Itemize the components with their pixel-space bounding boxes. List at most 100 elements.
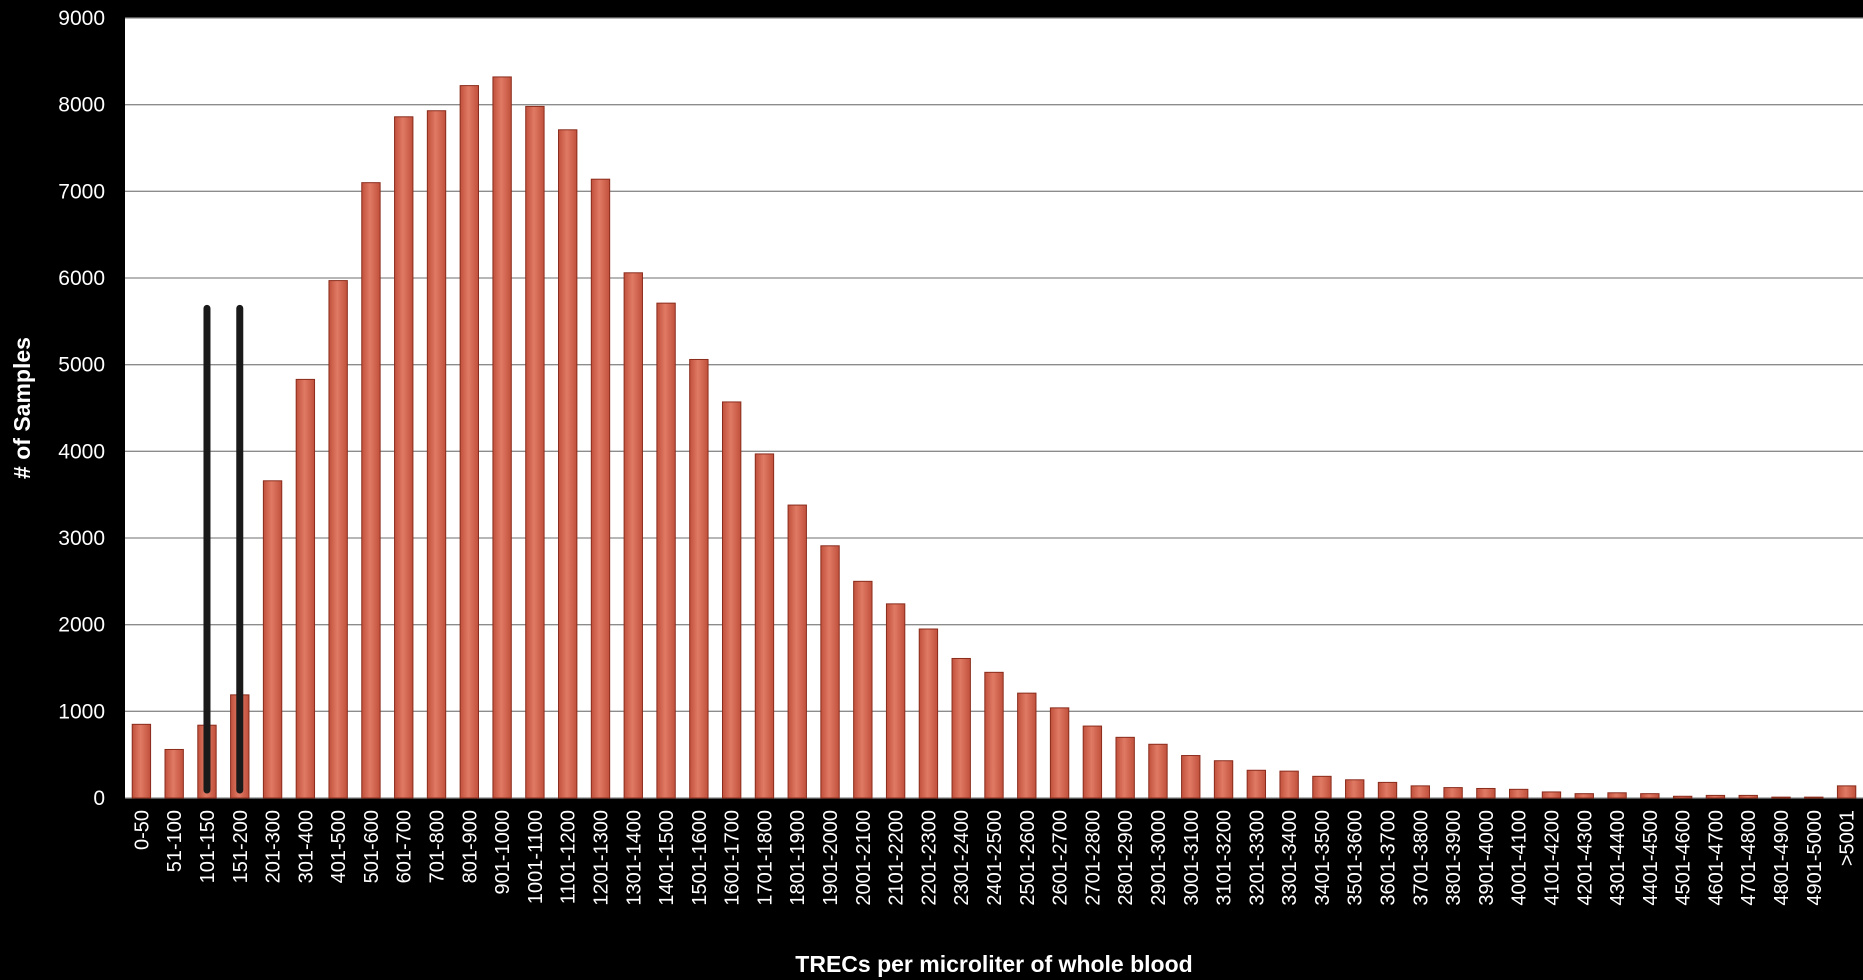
x-tick-label: 3801-3900 bbox=[1443, 810, 1465, 906]
bar bbox=[262, 480, 283, 799]
x-tick-label: 2901-3000 bbox=[1148, 810, 1170, 906]
y-tick-label: 4000 bbox=[58, 440, 105, 463]
x-tick-label: 1501-1600 bbox=[689, 810, 711, 906]
plot-area bbox=[125, 18, 1863, 798]
x-tick-label: 2601-2700 bbox=[1050, 810, 1072, 906]
bar bbox=[1345, 779, 1365, 799]
bar bbox=[656, 302, 676, 799]
bar bbox=[1082, 725, 1103, 799]
x-tick-label: 701-800 bbox=[427, 810, 449, 883]
bar bbox=[754, 453, 775, 799]
bar bbox=[1312, 775, 1332, 799]
x-tick-label: 901-1000 bbox=[492, 810, 514, 895]
bar bbox=[525, 105, 545, 799]
x-tick-label: 2301-2400 bbox=[951, 810, 973, 906]
bar bbox=[623, 272, 643, 799]
bar bbox=[1804, 796, 1824, 799]
bar bbox=[1705, 794, 1726, 799]
bar bbox=[721, 401, 742, 799]
x-tick-label: 3201-3300 bbox=[1246, 810, 1268, 906]
x-tick-label: 4301-4400 bbox=[1607, 810, 1629, 906]
y-axis-title: # of Samples bbox=[9, 337, 35, 479]
bar bbox=[1049, 707, 1070, 799]
bar bbox=[885, 603, 906, 799]
x-tick-label: 3601-3700 bbox=[1378, 810, 1400, 906]
bar bbox=[1377, 781, 1398, 799]
x-tick-label: 201-300 bbox=[263, 810, 285, 883]
bar bbox=[951, 657, 971, 799]
y-tick-label: 6000 bbox=[58, 267, 105, 290]
x-tick-label: 4101-4200 bbox=[1541, 810, 1563, 906]
x-tick-label: 4801-4900 bbox=[1771, 810, 1793, 906]
y-tick-label: 9000 bbox=[58, 7, 105, 30]
bar bbox=[1672, 795, 1693, 799]
bar bbox=[1607, 792, 1627, 799]
threshold-markers bbox=[203, 304, 244, 794]
bar bbox=[1213, 760, 1234, 799]
x-tick-label: 301-400 bbox=[295, 810, 317, 883]
x-tick-label: 1101-1200 bbox=[558, 810, 580, 904]
x-tick-label: 2701-2800 bbox=[1082, 810, 1104, 906]
x-tick-label: 1801-1900 bbox=[787, 810, 809, 906]
bar bbox=[853, 580, 873, 799]
bar bbox=[689, 358, 709, 799]
y-tick-label: 7000 bbox=[58, 180, 105, 203]
y-tick-labels: 0 1000 2000 3000 4000 5000 6000 7000 8000 9000 bbox=[58, 7, 105, 810]
x-tick-label: 2501-2600 bbox=[1017, 810, 1039, 906]
x-tick-label: 801-900 bbox=[459, 810, 481, 883]
bar bbox=[1541, 791, 1562, 799]
x-tick-label: 4701-4800 bbox=[1738, 810, 1760, 906]
x-tick-label: 3001-3100 bbox=[1181, 810, 1203, 906]
bar bbox=[1410, 785, 1430, 799]
x-tick-label: 1001-1100 bbox=[525, 810, 547, 904]
bar bbox=[820, 545, 840, 799]
x-tick-label: 4501-4600 bbox=[1673, 810, 1695, 906]
bar bbox=[426, 110, 447, 799]
x-tick-label: 2801-2900 bbox=[1115, 810, 1137, 906]
x-tick-label: 3901-4000 bbox=[1476, 810, 1498, 906]
x-tick-label: 4001-4100 bbox=[1509, 810, 1531, 906]
x-tick-label: 1601-1700 bbox=[722, 810, 744, 906]
x-tick-label: 2101-2200 bbox=[886, 810, 908, 906]
bar bbox=[590, 178, 611, 799]
bar bbox=[1574, 793, 1594, 799]
bar bbox=[328, 280, 348, 799]
x-tick-label: 3301-3400 bbox=[1279, 810, 1301, 906]
y-tick-label: 1000 bbox=[58, 700, 105, 723]
bar bbox=[787, 504, 807, 799]
bar bbox=[1476, 787, 1496, 799]
bar bbox=[918, 628, 939, 799]
bar bbox=[1246, 769, 1267, 799]
x-tick-label: 151-200 bbox=[230, 810, 252, 883]
x-tick-label: 601-700 bbox=[394, 810, 416, 883]
y-tick-label: 8000 bbox=[58, 94, 105, 117]
x-tick-label: 1201-1300 bbox=[590, 810, 612, 906]
y-tick-label: 5000 bbox=[58, 354, 105, 377]
bar bbox=[558, 129, 578, 799]
bar bbox=[1771, 796, 1791, 799]
x-tick-label: 401-500 bbox=[328, 810, 350, 883]
bar bbox=[1443, 787, 1463, 799]
x-tick-label: 3501-3600 bbox=[1345, 810, 1367, 906]
bar bbox=[361, 182, 381, 799]
x-tick-label: 4901-5000 bbox=[1804, 810, 1826, 906]
x-tick-label: 1301-1400 bbox=[623, 810, 645, 906]
x-tick-label: 3401-3500 bbox=[1312, 810, 1334, 906]
x-tick-label: 3101-3200 bbox=[1214, 810, 1236, 906]
bars bbox=[131, 76, 1857, 799]
bar bbox=[164, 748, 184, 799]
bar bbox=[394, 116, 414, 799]
x-tick-label: 2401-2500 bbox=[984, 810, 1006, 906]
bar bbox=[459, 85, 480, 799]
x-tick-label: 4201-4300 bbox=[1574, 810, 1596, 906]
bar bbox=[1279, 770, 1299, 799]
y-tick-label: 2000 bbox=[58, 614, 105, 637]
bar bbox=[1148, 743, 1168, 799]
x-tick-label: 1401-1500 bbox=[656, 810, 678, 906]
x-tick-label: >5001 bbox=[1837, 810, 1859, 866]
bar bbox=[492, 76, 512, 799]
x-tick-label: 1901-2000 bbox=[820, 810, 842, 906]
x-tick-label: 0-50 bbox=[131, 810, 153, 850]
x-tick-labels: 0-50 51-100 101-150 151-200 201-300 301-400 40… bbox=[131, 810, 1858, 906]
